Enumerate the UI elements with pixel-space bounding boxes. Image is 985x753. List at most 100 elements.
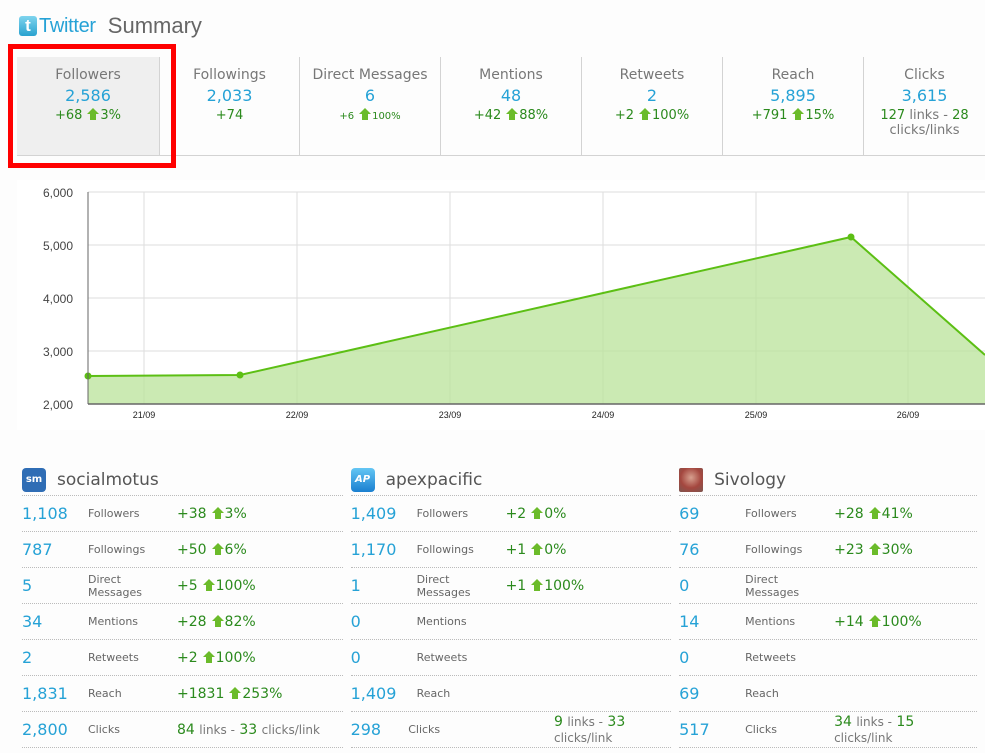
- stat-value: 6: [364, 86, 376, 105]
- up-arrow-icon: [211, 542, 224, 555]
- stat-tab-retweets[interactable]: Retweets 2 +2 100%: [582, 57, 723, 155]
- stat-change: 127 links - 28 clicks/links: [880, 108, 969, 138]
- up-arrow-icon: [202, 578, 215, 591]
- metric-row: 76 Followings +23 30%: [679, 532, 977, 568]
- metric-row: 787 Followings +50 6%: [22, 532, 343, 568]
- page-title: Summary: [107, 13, 202, 38]
- svg-text:24/09: 24/09: [592, 410, 615, 420]
- metric-row: 69 Reach: [679, 676, 977, 712]
- area-fill: [88, 237, 985, 404]
- stat-value: 3,615: [901, 86, 948, 105]
- twitter-logo-icon: t: [19, 16, 37, 36]
- stat-tab-direct-messages[interactable]: Direct Messages 6 +6 100%: [300, 57, 441, 155]
- stat-value: 2,033: [206, 86, 253, 105]
- metric-row: 1,409 Reach: [350, 676, 672, 712]
- svg-text:5,000: 5,000: [43, 239, 73, 253]
- stat-value: 48: [500, 86, 522, 105]
- page-header: t Twitter Summary: [19, 12, 202, 40]
- up-arrow-icon: [639, 108, 651, 120]
- account-name: socialmotus: [57, 469, 159, 490]
- account-breakdown: sm socialmotus 1,108 Followers +38 3% 787 Fo…: [22, 464, 985, 748]
- metric-row: 0 Direct Messages: [679, 568, 977, 604]
- stat-label: Followings: [193, 67, 266, 83]
- stat-change: +42 88%: [473, 108, 549, 123]
- up-arrow-icon: [531, 506, 544, 519]
- stat-label: Direct Messages: [312, 67, 428, 83]
- stat-change: +2 100%: [614, 108, 690, 123]
- stat-tab-mentions[interactable]: Mentions 48 +42 88%: [441, 57, 582, 155]
- metric-row: 1,170 Followings +1 0%: [350, 532, 672, 568]
- up-arrow-icon: [211, 614, 224, 627]
- stat-change: +74: [215, 108, 244, 123]
- x-axis-labels: 21/09 22/09 23/09 24/09 25/09 26/09: [133, 410, 920, 420]
- avatar: [679, 467, 704, 492]
- stat-label: Mentions: [479, 67, 543, 83]
- account-card-apexpacific: AP apexpacific 1,409 Followers +2 0% 1,170 F…: [350, 464, 680, 748]
- up-arrow-icon: [359, 108, 372, 120]
- account-card-sivology: Sivology 69 Followers +28 41% 76 Followings +…: [679, 464, 985, 748]
- metric-row: 517 Clicks 34 links - 15 clicks/link: [679, 712, 977, 748]
- followers-area-chart: 6,000 5,000 4,000 3,000 2,000 21/09 22/0…: [17, 180, 985, 430]
- selection-highlight-box: [8, 44, 176, 168]
- up-arrow-icon: [506, 108, 519, 120]
- metric-row: 298 Clicks 9 links - 33 clicks/link: [350, 712, 672, 748]
- data-point: [236, 371, 244, 379]
- account-header[interactable]: Sivology: [679, 464, 977, 496]
- stat-tab-clicks[interactable]: Clicks 3,615 127 links - 28 clicks/links: [864, 57, 985, 155]
- stat-value: 5,895: [770, 86, 816, 105]
- apexpacific-logo-icon: AP: [350, 467, 375, 492]
- stat-label: Reach: [771, 67, 815, 83]
- metric-row: 34 Mentions +28 82%: [22, 604, 343, 640]
- y-axis-labels: 6,000 5,000 4,000 3,000 2,000: [43, 186, 73, 412]
- metric-row: 0 Mentions: [350, 604, 672, 640]
- metric-row: 69 Followers +28 41%: [679, 496, 977, 532]
- brand-name: Twitter: [39, 14, 96, 37]
- svg-text:21/09: 21/09: [133, 410, 156, 420]
- stat-tab-reach[interactable]: Reach 5,895 +791 15%: [723, 57, 864, 155]
- stat-label: Retweets: [619, 67, 685, 83]
- stat-change: +68 3%: [54, 108, 122, 123]
- stat-tab-followers[interactable]: Followers 2,586 +68 3%: [17, 57, 160, 155]
- svg-text:6,000: 6,000: [43, 186, 73, 200]
- up-arrow-icon: [87, 108, 100, 120]
- stat-value: 2: [646, 86, 658, 105]
- account-header[interactable]: AP apexpacific: [350, 464, 672, 496]
- svg-text:3,000: 3,000: [43, 345, 73, 359]
- svg-text:26/09: 26/09: [897, 410, 920, 420]
- svg-text:23/09: 23/09: [439, 410, 462, 420]
- chart-svg: 6,000 5,000 4,000 3,000 2,000 21/09 22/0…: [43, 186, 985, 420]
- stat-tab-followings[interactable]: Followings 2,033 +74: [160, 57, 300, 155]
- up-arrow-icon: [229, 686, 242, 699]
- metric-row: 2,800 Clicks 84 links - 33 clicks/link: [22, 712, 343, 748]
- stat-label: Followers: [55, 67, 121, 83]
- up-arrow-icon: [792, 108, 805, 120]
- account-header[interactable]: sm socialmotus: [22, 464, 343, 496]
- up-arrow-icon: [868, 542, 881, 555]
- svg-text:4,000: 4,000: [43, 292, 73, 306]
- summary-stats-bar: Followers 2,586 +68 3% Followings 2,033 +…: [17, 57, 985, 156]
- up-arrow-icon: [531, 542, 544, 555]
- metric-row: 0 Retweets: [679, 640, 977, 676]
- socialmotus-logo-icon: sm: [22, 467, 46, 492]
- metric-row: 2 Retweets +2 100%: [22, 640, 343, 676]
- up-arrow-icon: [202, 650, 215, 663]
- metric-row: 5 Direct Messages +5 100%: [22, 568, 343, 604]
- data-point: [847, 233, 855, 241]
- svg-text:25/09: 25/09: [745, 410, 768, 420]
- stat-value: 2,586: [65, 86, 111, 105]
- account-name: apexpacific: [385, 469, 483, 490]
- stat-change: +791 15%: [751, 108, 835, 123]
- metric-row: 14 Mentions +14 100%: [679, 604, 977, 640]
- up-arrow-icon: [531, 578, 544, 591]
- stat-change: +6 100%: [300, 108, 440, 122]
- stat-label: Clicks: [904, 67, 945, 83]
- series-line: [87, 235, 985, 377]
- account-name: Sivology: [714, 469, 787, 490]
- metric-row: 1,831 Reach +1831 253%: [22, 676, 343, 712]
- svg-text:2,000: 2,000: [43, 398, 73, 412]
- account-card-socialmotus: sm socialmotus 1,108 Followers +38 3% 787 Fo…: [22, 464, 351, 748]
- svg-text:22/09: 22/09: [286, 410, 309, 420]
- up-arrow-icon: [211, 506, 224, 519]
- metric-row: 1,409 Followers +2 0%: [350, 496, 672, 532]
- metric-row: 1,108 Followers +38 3%: [22, 496, 343, 532]
